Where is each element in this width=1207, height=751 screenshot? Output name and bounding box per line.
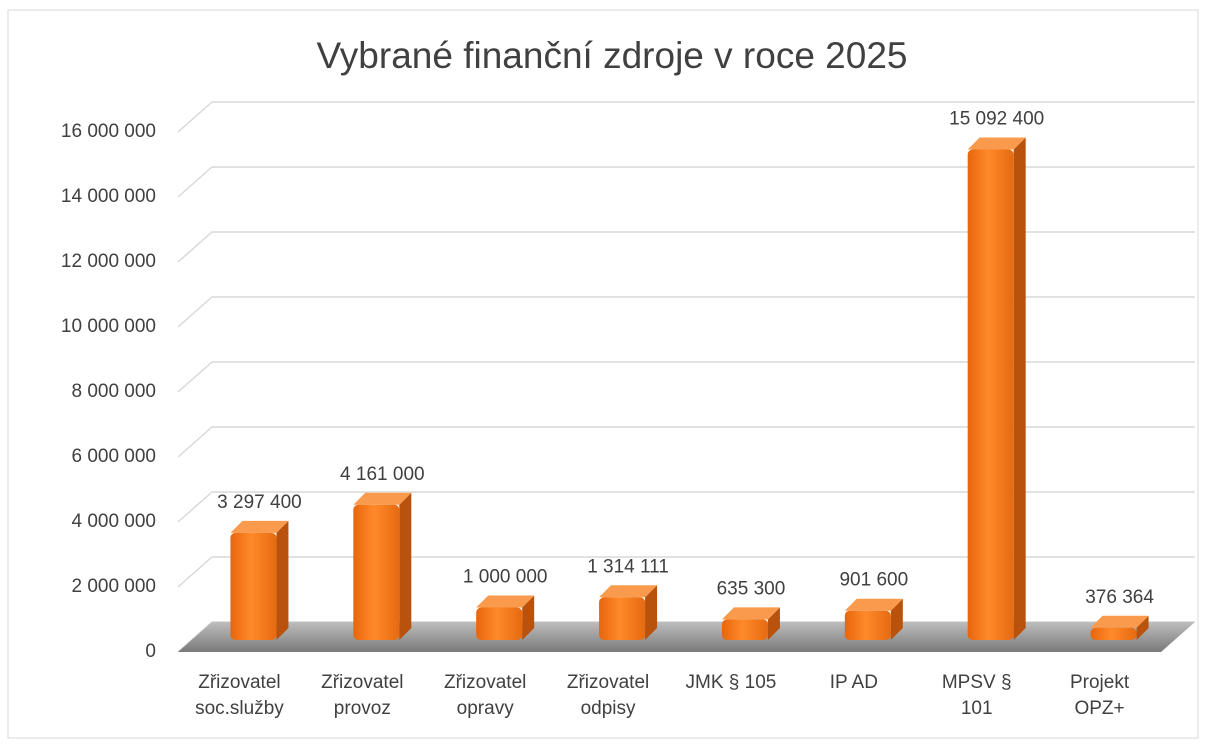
grid-line (177, 426, 1195, 458)
y-tick-label: 8 000 000 (71, 381, 156, 402)
bar (967, 149, 1014, 640)
x-tick-label: Zřizovatel opravy (444, 672, 527, 719)
y-tick-label: 16 000 000 (61, 121, 156, 142)
bar-side (890, 598, 903, 640)
bar (476, 607, 523, 640)
y-tick-label: 4 000 000 (71, 511, 156, 532)
bar (599, 597, 646, 640)
data-label: 4 161 000 (340, 464, 425, 485)
x-tick-label: Zřizovatel odpisy (566, 672, 650, 719)
bar-top (967, 137, 1026, 150)
data-label: 635 300 (717, 578, 786, 599)
bar (844, 610, 891, 640)
bar-side (767, 607, 780, 640)
y-tick-label: 2 000 000 (71, 576, 156, 597)
x-tick-label: Zřizovatel soc.služby (195, 672, 284, 719)
bar-side (1136, 615, 1149, 640)
bar-top (721, 607, 780, 620)
bar-top (353, 492, 412, 505)
data-label: 901 600 (839, 570, 908, 591)
chart-title: Vybrané finanční zdroje v roce 2025 (317, 35, 908, 76)
grid-line (177, 491, 1195, 523)
data-label: 376 364 (1085, 587, 1154, 608)
bar-top (599, 585, 658, 598)
x-tick-label: IP AD (829, 672, 878, 693)
bar-side (276, 520, 289, 640)
bar (230, 532, 277, 640)
x-tick-label: Zřizovatel provoz (321, 672, 404, 719)
y-tick-label: 12 000 000 (61, 251, 156, 272)
y-tick-label: 10 000 000 (61, 316, 156, 337)
grid-line (177, 231, 1195, 263)
bar (353, 504, 400, 640)
grid-line (177, 296, 1195, 328)
grid-line (177, 166, 1195, 198)
x-tick-label: Projekt OPZ+ (1069, 672, 1130, 719)
x-tick-label: MPSV § 101 (941, 672, 1012, 719)
bar-top (230, 520, 289, 533)
x-tick-label: JMK § 105 (685, 672, 777, 693)
bar-side (645, 585, 658, 640)
y-tick-label: 14 000 000 (61, 186, 156, 207)
grid-line (177, 361, 1195, 393)
bar-top (844, 598, 903, 611)
bar-side (1013, 137, 1026, 640)
data-label: 1 000 000 (463, 567, 548, 588)
bar-top (1090, 615, 1149, 628)
data-label: 15 092 400 (949, 109, 1044, 130)
bar (1090, 627, 1137, 640)
data-label: 1 314 111 (587, 556, 669, 577)
y-tick-label: 0 (145, 641, 156, 662)
bar (721, 619, 768, 640)
grid-line (177, 556, 1195, 588)
y-tick-label: 6 000 000 (71, 446, 156, 467)
bar-side (522, 595, 535, 640)
grid-line (177, 101, 1195, 133)
bar-side (399, 492, 412, 640)
data-label: 3 297 400 (217, 492, 302, 513)
bar-top (476, 595, 535, 608)
floor (178, 622, 1195, 652)
